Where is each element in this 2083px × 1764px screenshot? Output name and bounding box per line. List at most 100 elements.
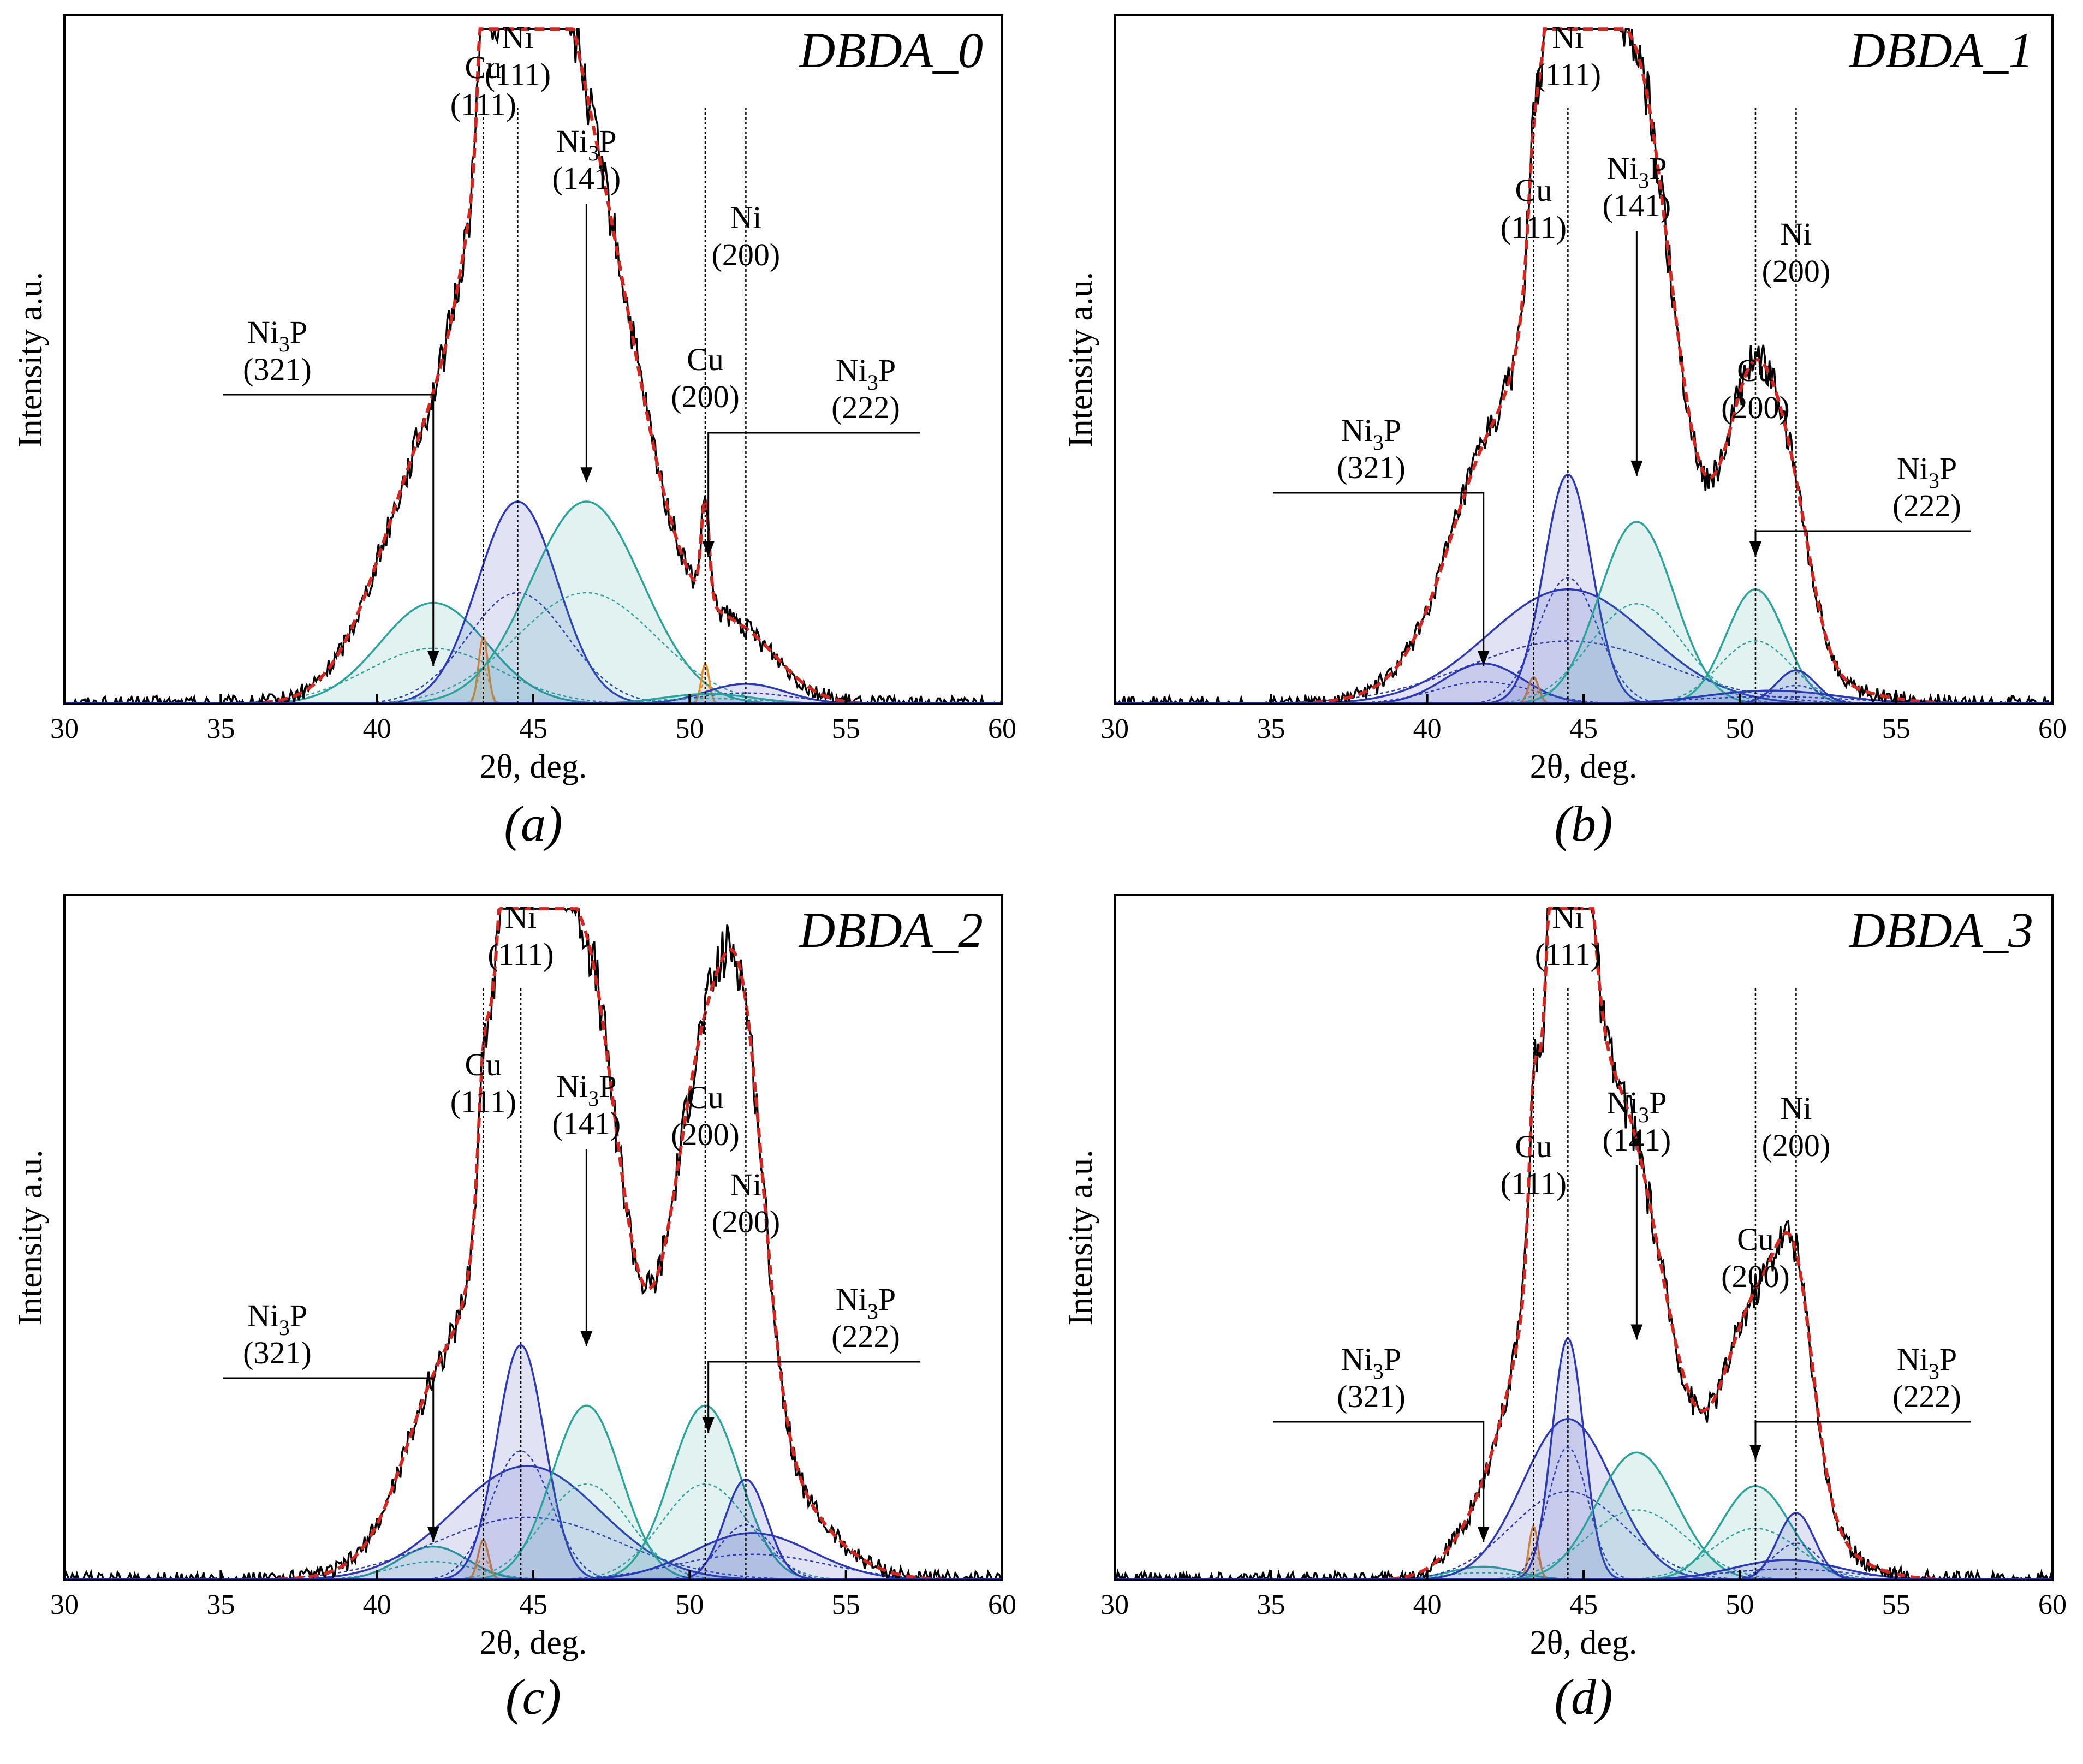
x-axis-title: 2θ, deg. <box>480 1624 587 1661</box>
peak-label-index: (321) <box>243 1335 312 1370</box>
peak-label-index: (111) <box>1501 1166 1567 1201</box>
arrow-head <box>580 467 593 483</box>
y-axis-title: Intensity a.u. <box>1062 1150 1099 1326</box>
arrow-head <box>1477 1527 1490 1542</box>
peak-label-name: Ni3P <box>556 1069 616 1111</box>
peak-label-index: (141) <box>552 160 621 196</box>
peak-label-index: (200) <box>671 379 740 414</box>
x-tick-label: 30 <box>50 713 79 744</box>
peak-label-index: (200) <box>1762 253 1831 289</box>
peak-label-index: (141) <box>1603 188 1671 223</box>
panel-c: 30 35 40 45 50 55 60 2θ, deg. Intensity a.u. DBDA… <box>12 894 1016 1725</box>
peak-label-name: Ni <box>1780 216 1812 252</box>
x-tick-label: 50 <box>1725 713 1754 744</box>
leader-line <box>1273 492 1485 666</box>
peak-label-name: Cu <box>465 50 502 85</box>
arrow-head <box>1749 541 1761 557</box>
x-tick-label: 45 <box>519 713 547 744</box>
peak-label-index: (141) <box>1603 1122 1671 1158</box>
x-tick-label: 60 <box>2038 1589 2067 1620</box>
peak-label-name: Ni <box>502 20 533 55</box>
peak-label-index: (321) <box>1337 1379 1406 1414</box>
x-tick-label: 50 <box>1725 1589 1754 1620</box>
x-tick-label: 40 <box>363 713 391 744</box>
panel-title: DBDA_0 <box>798 22 983 78</box>
leader-line <box>1754 1421 1971 1460</box>
peak-label-index: (111) <box>1501 210 1567 245</box>
peak-label-index: (321) <box>1337 450 1406 485</box>
panel-a: 30 35 40 45 50 55 60 2θ, deg. Intensity a.u. DBDA… <box>12 14 1016 851</box>
x-tick-label: 55 <box>1882 713 1911 744</box>
x-tick-label: 45 <box>1569 1589 1598 1620</box>
peak-label-index: (222) <box>1892 1379 1961 1414</box>
x-tick-label: 55 <box>832 713 860 744</box>
arrow-head <box>1477 651 1490 666</box>
arrow-head <box>1630 1324 1643 1340</box>
peak-label-name: Ni <box>1780 1090 1812 1126</box>
leader-line <box>707 432 920 557</box>
y-axis-title: Intensity a.u. <box>12 272 49 448</box>
component-subpeak <box>424 698 992 704</box>
component-subpeak <box>1272 1572 1695 1580</box>
y-axis-title: Intensity a.u. <box>12 1150 49 1326</box>
x-tick-label: 35 <box>1257 1589 1285 1620</box>
arrow-head <box>1630 460 1643 476</box>
peak-label-name: Ni3P <box>1606 151 1667 193</box>
peak-label-name: Ni <box>730 200 761 235</box>
peak-label-name: Cu <box>687 342 724 377</box>
peak-label-index: (321) <box>243 351 312 387</box>
peak-label-index: (200) <box>1721 1259 1790 1294</box>
x-axis-title: 2θ, deg. <box>1530 748 1638 785</box>
peak-label-name: Ni3P <box>1341 1342 1401 1384</box>
peak-label-name: Ni <box>1552 20 1584 55</box>
peak-label-name: Ni3P <box>1606 1085 1667 1127</box>
x-tick-label: 40 <box>363 1589 391 1620</box>
arrow-head <box>702 541 715 557</box>
peak-label-index: (200) <box>1762 1128 1831 1163</box>
peak-label-index: (222) <box>831 1319 900 1354</box>
peak-label-index: (141) <box>552 1106 621 1141</box>
arrow-head <box>427 1527 439 1542</box>
panel-title: DBDA_3 <box>1848 902 2033 958</box>
x-tick-label: 30 <box>50 1589 79 1620</box>
panel-b: 30 35 40 45 50 55 60 2θ, deg. Intensity a.u. DBDA… <box>1062 14 2067 851</box>
x-tick-label: 40 <box>1413 713 1442 744</box>
peak-label-index: (111) <box>1535 937 1601 972</box>
peak-label-name: Ni <box>505 899 537 935</box>
peak-label-name: Ni3P <box>247 314 307 356</box>
peak-label-index: (111) <box>450 1084 516 1119</box>
peak-label-name: Cu <box>1737 353 1774 388</box>
arrow-head <box>702 1417 715 1433</box>
leader-line <box>223 394 435 666</box>
peak-label-name: Cu <box>1515 172 1552 208</box>
x-tick-label: 50 <box>675 713 704 744</box>
peak-label-name: Ni3P <box>1897 1342 1957 1384</box>
leader-line <box>707 1361 920 1433</box>
x-tick-label: 55 <box>1882 1589 1911 1620</box>
peak-label-name: Ni3P <box>556 123 616 165</box>
x-tick-label: 40 <box>1413 1589 1442 1620</box>
x-tick-label: 60 <box>988 1589 1016 1620</box>
leader-line <box>223 1377 435 1542</box>
peak-label-name: Ni <box>730 1167 761 1202</box>
leader-line <box>1273 1421 1485 1542</box>
peak-label-name: Ni <box>1552 899 1584 935</box>
peak-label-index: (222) <box>831 390 900 425</box>
component-subpeak <box>1576 640 1935 704</box>
y-axis-title: Intensity a.u. <box>1062 272 1099 448</box>
panel-letter: (d) <box>1554 1669 1612 1725</box>
peak-label-index: (111) <box>487 937 554 972</box>
peak-label-name: Ni3P <box>836 353 896 395</box>
x-tick-label: 55 <box>832 1589 860 1620</box>
peak-label-name: Cu <box>1737 1221 1774 1257</box>
x-axis-title: 2θ, deg. <box>480 748 587 785</box>
arrow-head <box>580 1331 593 1346</box>
x-tick-label: 45 <box>519 1589 547 1620</box>
panel-d: 30 35 40 45 50 55 60 2θ, deg. Intensity a.u. DBDA… <box>1062 894 2067 1725</box>
panel-letter: (c) <box>505 1669 561 1725</box>
peak-label-name: Cu <box>465 1047 502 1082</box>
peak-label-name: Ni3P <box>836 1282 896 1324</box>
peak-label-name: Ni3P <box>247 1298 307 1340</box>
peak-label-index: (111) <box>485 57 551 92</box>
panel-title: DBDA_1 <box>1848 22 2033 78</box>
